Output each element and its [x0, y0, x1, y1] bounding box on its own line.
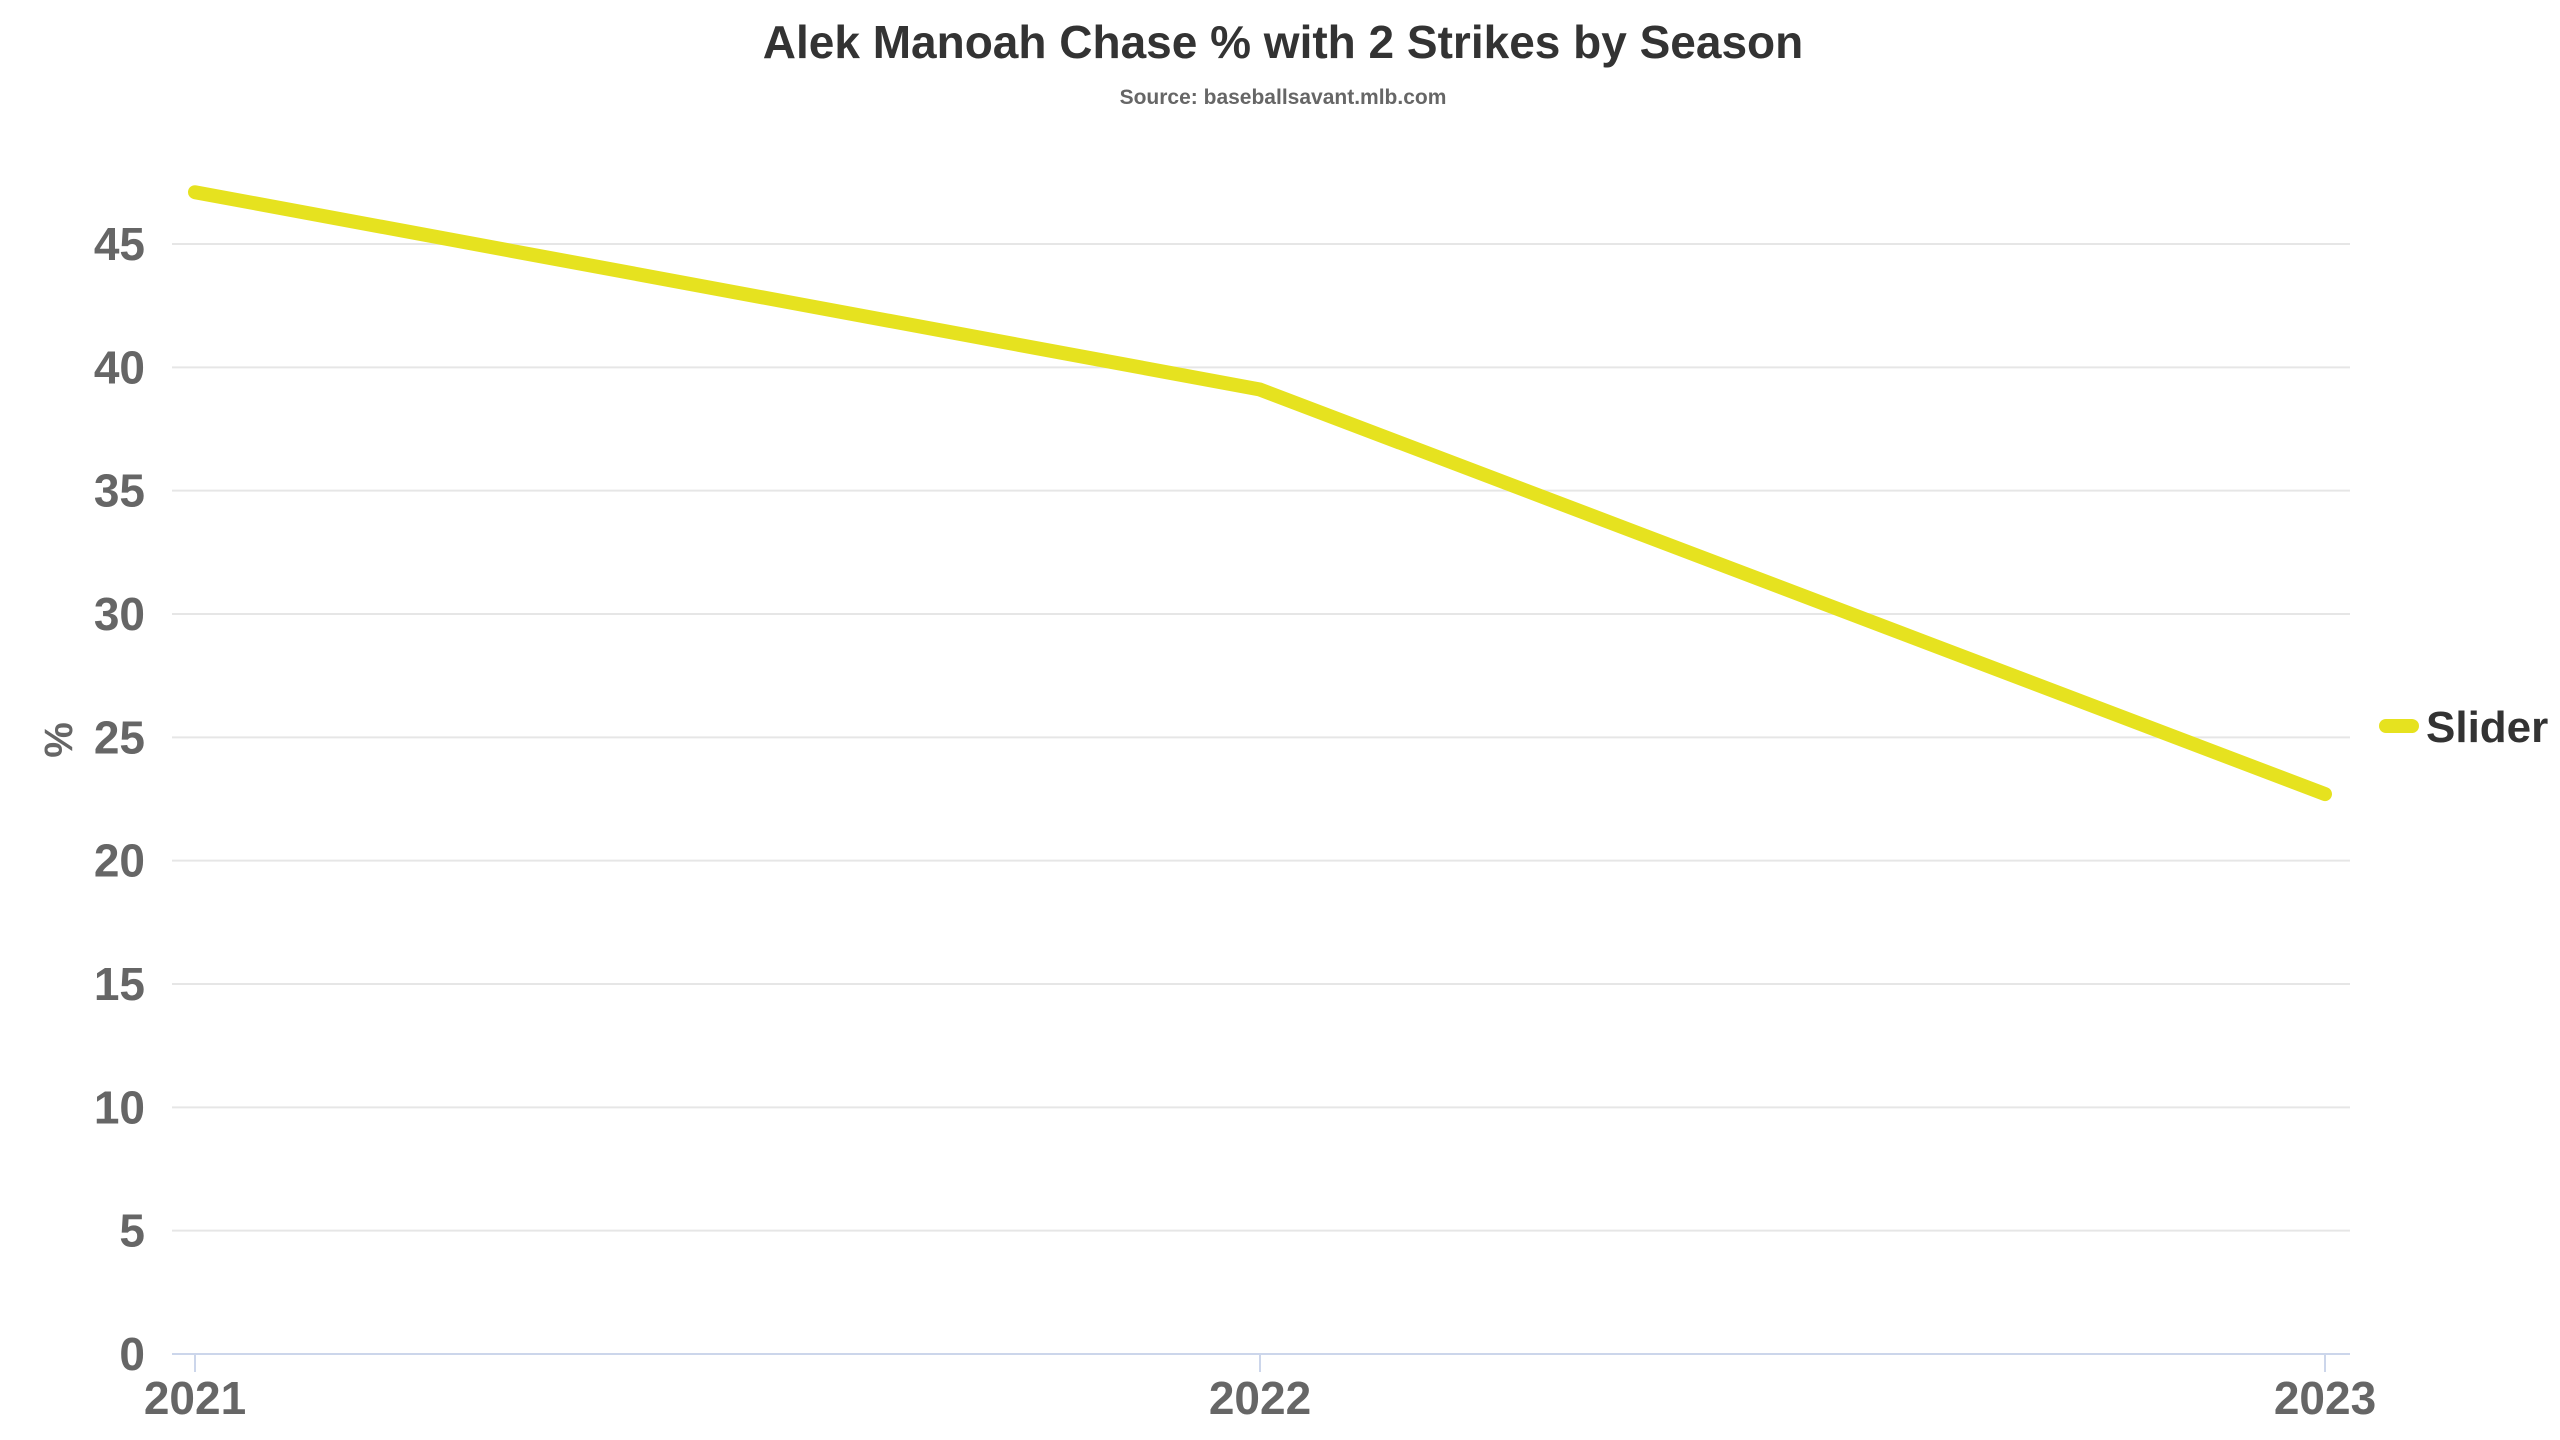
x-tick-label: 2023 [2274, 1372, 2376, 1424]
y-axis-title: % [37, 722, 81, 758]
y-tick-label: 20 [94, 835, 145, 887]
y-axis-ticks: 0 5 10 15 20 25 30 35 40 45 [94, 218, 145, 1380]
chart-title: Alek Manoah Chase % with 2 Strikes by Se… [763, 16, 1803, 68]
y-tick-label: 5 [119, 1205, 145, 1257]
legend-label: Slider [2426, 703, 2548, 752]
y-tick-label: 0 [119, 1328, 145, 1380]
y-tick-label: 45 [94, 218, 145, 270]
y-tick-label: 30 [94, 588, 145, 640]
y-tick-label: 35 [94, 465, 145, 517]
y-tick-label: 40 [94, 341, 145, 393]
series-line-slider [188, 185, 2332, 802]
gridlines [172, 243, 2350, 1232]
x-tick-label: 2021 [144, 1372, 246, 1424]
y-tick-label: 25 [94, 711, 145, 763]
x-axis: 2021 2022 2023 [144, 1353, 2376, 1424]
y-tick-label: 15 [94, 958, 145, 1010]
y-tick-label: 10 [94, 1081, 145, 1133]
series-lines [188, 185, 2332, 802]
legend[interactable]: Slider [2379, 703, 2548, 752]
x-tick-label: 2022 [1209, 1372, 1311, 1424]
chart-subtitle: Source: baseballsavant.mlb.com [1120, 86, 1447, 109]
